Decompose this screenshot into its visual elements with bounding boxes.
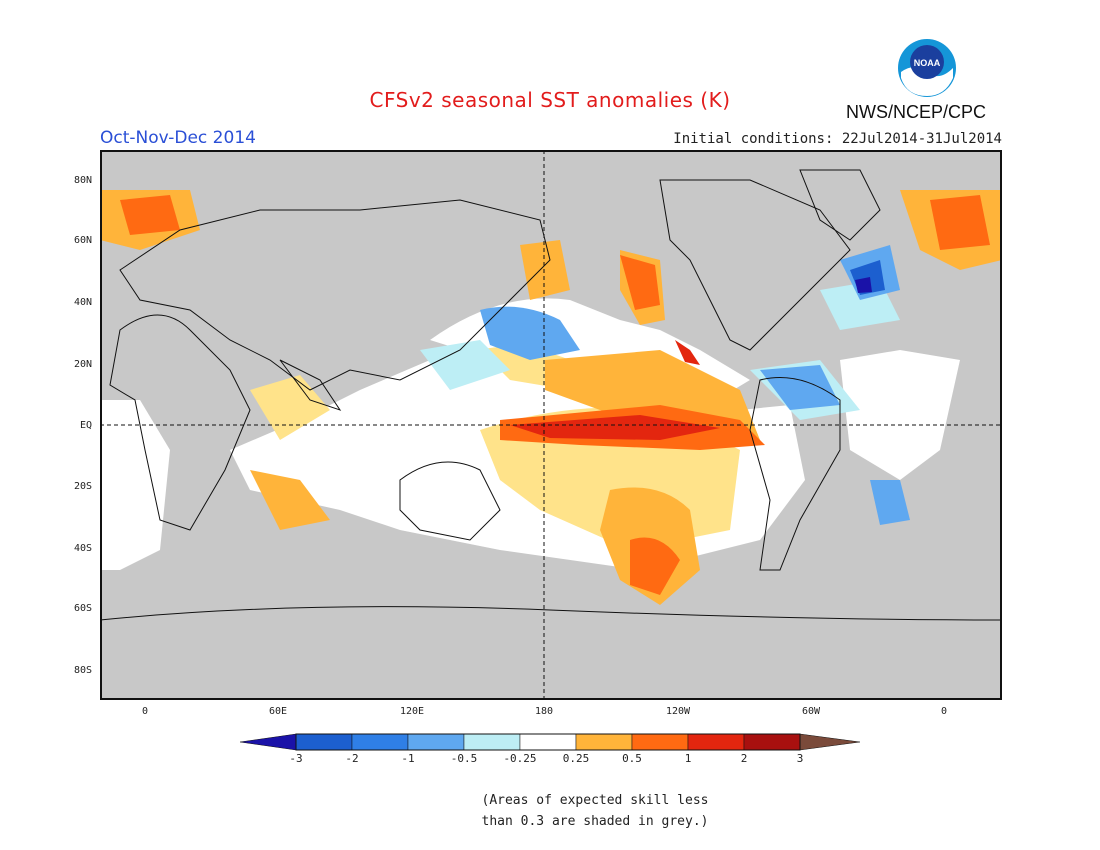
agency-label: NWS/NCEP/CPC	[846, 102, 987, 122]
skill-note-line1: (Areas of expected skill less	[481, 793, 709, 808]
lon-label-0-right: 0	[940, 706, 948, 717]
chart-title: CFSv2 seasonal SST anomalies (K)	[369, 88, 731, 112]
noaa-logo-text: NOAA	[914, 58, 941, 68]
lat-label-80n: 80N	[73, 175, 92, 186]
sst-anomaly-map	[100, 150, 1002, 700]
lon-label-0: 0	[141, 706, 149, 717]
initial-conditions: Initial conditions: 22Jul2014-31Jul2014	[673, 131, 1002, 147]
lat-label-20s: 20S	[73, 481, 92, 492]
colorbar-segment	[351, 733, 409, 751]
colorbar-segment	[575, 733, 633, 751]
colorbar-label: 0.25	[562, 752, 590, 765]
colorbar-label: -0.5	[450, 752, 478, 765]
colorbar-label: 2	[740, 752, 748, 765]
colorbar-label: 3	[796, 752, 804, 765]
lat-label-60n: 60N	[73, 235, 92, 246]
lon-label-120e: 120E	[399, 706, 425, 717]
colorbar-label: -2	[345, 752, 359, 765]
colorbar-left-arrow	[240, 733, 297, 751]
warm-anomalies-intense	[510, 340, 720, 440]
lon-label-180: 180	[534, 706, 554, 717]
colorbar-label: -0.25	[503, 752, 537, 765]
lat-label-20n: 20N	[73, 359, 92, 370]
skill-note-line2: than 0.3 are shaded in grey.)	[481, 814, 709, 829]
lat-label-eq: EQ	[79, 420, 92, 431]
lon-label-60w: 60W	[801, 706, 821, 717]
colorbar-segment	[519, 733, 577, 751]
map-frame	[100, 150, 1002, 700]
colorbar-segment	[631, 733, 689, 751]
season-label: Oct-Nov-Dec 2014	[100, 128, 256, 148]
colorbar-segment	[687, 733, 745, 751]
colorbar-label: 0.5	[622, 752, 642, 765]
colorbar-right-arrow	[799, 733, 861, 751]
colorbar-segment	[463, 733, 521, 751]
lat-label-40s: 40S	[73, 543, 92, 554]
lat-label-60s: 60S	[73, 603, 92, 614]
colorbar-segment	[743, 733, 801, 751]
colorbar-label: -1	[401, 752, 415, 765]
noaa-logo: NOAA	[897, 38, 957, 98]
cold-anomalies-intense	[855, 277, 872, 293]
colorbar-segment	[407, 733, 465, 751]
colorbar-segment	[295, 733, 353, 751]
coastlines	[100, 169, 1002, 621]
colorbar-label: 1	[684, 752, 692, 765]
lat-label-40n: 40N	[73, 297, 92, 308]
lon-label-120w: 120W	[665, 706, 691, 717]
lon-label-60e: 60E	[268, 706, 288, 717]
colorbar-label: -3	[289, 752, 303, 765]
lat-label-80s: 80S	[73, 665, 92, 676]
colorbar	[240, 733, 861, 751]
